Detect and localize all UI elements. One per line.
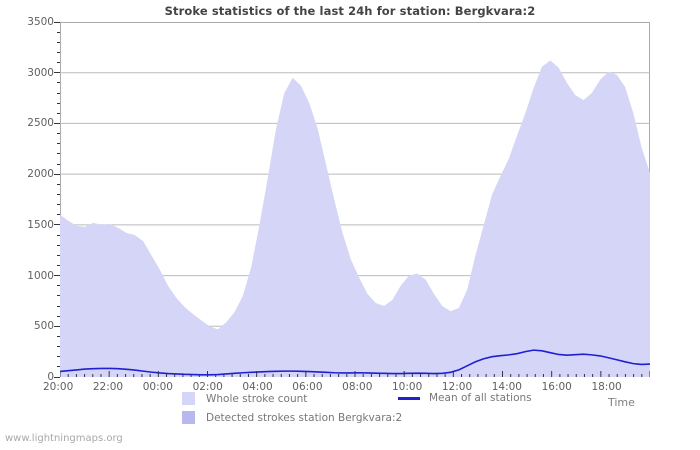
y-tick-label: 3000 [27, 66, 54, 79]
y-axis-tick [57, 163, 60, 165]
x-tick-label: 08:00 [342, 381, 373, 393]
y-axis-tick [57, 234, 60, 236]
y-tick-label: 0 [47, 371, 54, 383]
y-axis-tick [54, 122, 60, 124]
y-axis-tick [57, 143, 60, 145]
site-footer: www.lightningmaps.org [5, 433, 123, 444]
legend-item-detected-strokes-station[interactable]: Detected strokes station Bergkvara:2 [182, 411, 402, 424]
y-axis-tick [54, 21, 60, 23]
y-tick-label: 2500 [27, 117, 54, 130]
y-axis-tick [57, 31, 60, 33]
area-whole-stroke-count [60, 60, 650, 377]
x-axis-ticks: 20:00 22:00 00:00 02:00 04:00 06:00 08:00 10:00… [0, 381, 700, 397]
y-axis-ticks: 3500 3000 2500 2000 1500 1000 500 0 [6, 0, 60, 400]
x-tick-label: 06:00 [292, 381, 323, 393]
y-tick-label: 3500 [27, 16, 54, 28]
x-tick-label: 00:00 [142, 381, 173, 393]
y-axis-tick [54, 224, 60, 226]
y-axis-tick [57, 335, 60, 337]
y-axis-tick [57, 133, 60, 135]
legend-item-whole-stroke-count[interactable]: Whole stroke count [182, 392, 307, 405]
plot-area [60, 22, 650, 377]
inner-axis-ticks [60, 371, 650, 377]
y-tick-label: 500 [33, 320, 54, 333]
y-axis-tick [54, 275, 60, 277]
legend-label-mean-of-all-stations: Mean of all stations [429, 392, 532, 404]
y-axis-tick [57, 214, 60, 216]
y-axis-tick [57, 92, 60, 94]
y-axis-tick [57, 193, 60, 195]
y-axis-tick [57, 204, 60, 206]
x-tick-label: 20:00 [43, 381, 74, 393]
y-axis-tick [57, 82, 60, 84]
legend-swatch-whole-stroke-count [182, 392, 195, 405]
y-axis-tick [57, 356, 60, 358]
plot-svg [60, 22, 650, 377]
legend-item-mean-of-all-stations[interactable]: Mean of all stations [398, 392, 532, 404]
y-tick-label: 2000 [27, 168, 54, 181]
x-tick-label: 02:00 [192, 381, 223, 393]
y-axis-tick [57, 305, 60, 307]
y-axis-tick [54, 173, 60, 175]
chart-title: Stroke statistics of the last 24h for st… [164, 4, 536, 18]
y-tick-label: 1500 [27, 218, 54, 231]
x-tick-label: 18:00 [591, 381, 622, 393]
y-axis-tick [57, 346, 60, 348]
x-tick-label: 22:00 [92, 381, 124, 393]
y-tick-label: 1000 [27, 269, 54, 282]
y-axis-tick [57, 285, 60, 287]
x-axis-label: Time [608, 396, 635, 409]
legend-swatch-mean-of-all-stations [398, 396, 420, 400]
legend-label-detected-strokes-station: Detected strokes station Bergkvara:2 [206, 411, 403, 424]
y-axis-tick [57, 244, 60, 246]
y-axis-tick [57, 295, 60, 297]
y-axis-tick [57, 102, 60, 104]
y-axis-tick [54, 325, 60, 327]
y-axis-tick [57, 315, 60, 317]
x-tick-label: 12:00 [441, 381, 473, 393]
x-tick-label: 14:00 [491, 381, 522, 393]
x-tick-label: 16:00 [541, 381, 572, 393]
y-axis-tick [54, 72, 60, 74]
y-axis-tick [54, 376, 60, 378]
y-axis-tick [57, 153, 60, 155]
y-axis-tick [57, 41, 60, 43]
y-axis-tick [57, 264, 60, 266]
y-axis-tick [57, 112, 60, 114]
y-axis-tick [57, 366, 60, 368]
y-axis-tick [57, 254, 60, 256]
legend-label-whole-stroke-count: Whole stroke count [206, 392, 308, 405]
x-tick-label: 04:00 [242, 381, 273, 393]
y-axis-tick [57, 183, 60, 185]
chart-legend: Whole stroke count Mean of all stations … [0, 392, 700, 430]
y-axis-tick [57, 62, 60, 64]
y-axis-tick [57, 51, 60, 53]
x-tick-label: 10:00 [392, 381, 423, 393]
legend-swatch-detected-strokes-station [182, 411, 195, 424]
